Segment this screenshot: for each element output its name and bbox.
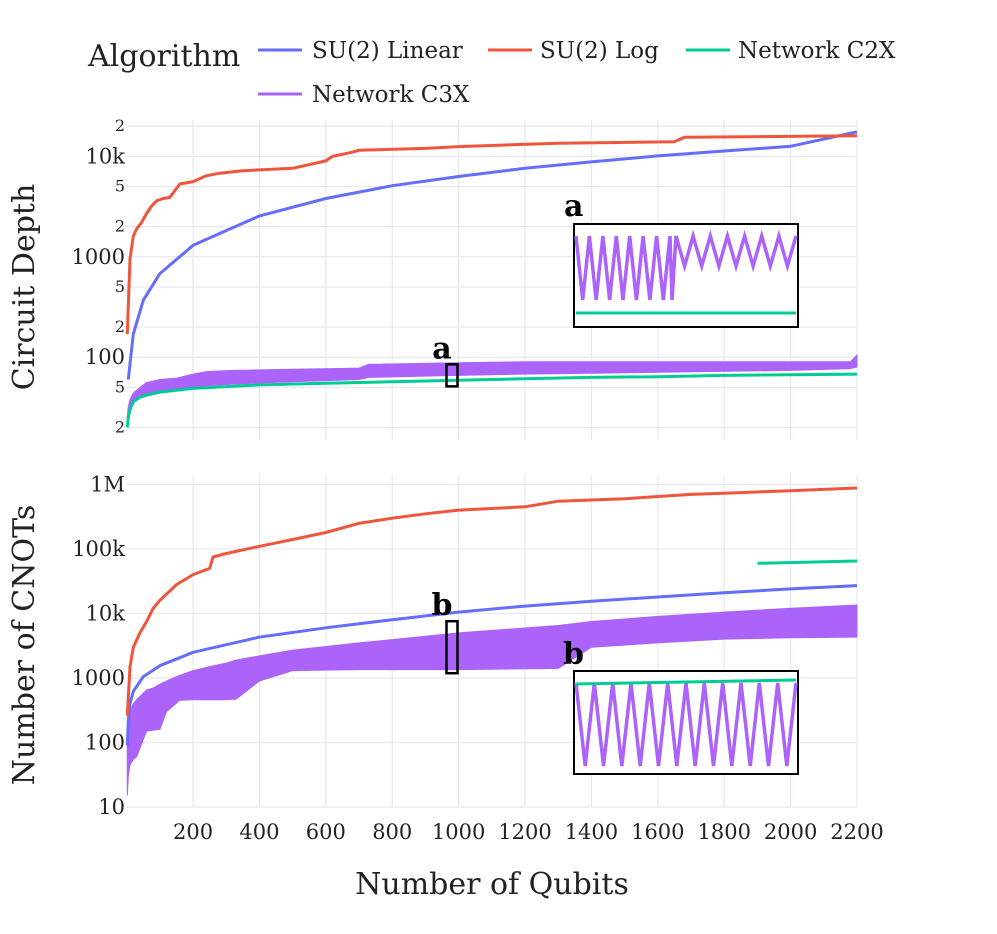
x-tick-label-1800: 1800 [697,820,750,844]
inset-a-label: a [564,189,583,224]
depth-y-axis-title: Circuit Depth [7,184,42,391]
x-axis-title: Number of Qubits [355,867,629,902]
cnots-y-tick-label: 1M [90,472,125,496]
x-tick-label-1200: 1200 [498,820,551,844]
cnots-y-axis-title: Number of CNOTs [7,505,42,786]
depth-y-tick-label: 5 [115,377,125,396]
cnots-y-ticks: 10 100 1000 10k 100k 1M [72,472,126,819]
cnots-y-tick-label: 10k [86,601,126,625]
depth-y-tick-label: 10k [86,144,126,168]
depth-annotation-box [445,363,459,388]
depth-y-ticks: 2 5 100 2 5 1000 2 5 10k 2 [72,116,126,436]
cnots-y-tick-label: 100k [72,537,125,561]
legend: Algorithm SU(2) Linear SU(2) Log Network… [87,38,896,108]
inset-a-line-network-c3x [574,229,798,301]
x-tick-label-2200: 2200 [830,820,883,844]
x-tick-label-1600: 1600 [631,820,684,844]
depth-y-tick-label: 100 [85,345,125,369]
cnots-annotations: b [432,588,459,675]
cnots-annotation-label: b [432,588,453,623]
x-tick-label-400: 400 [239,820,279,844]
x-tick-label-1000: 1000 [432,820,485,844]
cnots-y-tick-label: 100 [85,730,125,754]
depth-y-tick-label: 1000 [72,245,125,269]
depth-series [125,130,858,428]
cnots-annotation-box [445,619,459,675]
depth-annotation-label: a [432,331,451,366]
inset-b-label: b [563,637,584,672]
cnots-y-tick-label: 1000 [72,666,125,690]
depth-line-network-c2x [125,372,858,428]
inset-b-series [574,678,798,767]
cnots-line-network-c2x [757,559,858,565]
depth-y-tick-label: 2 [115,317,125,336]
depth-line-su-2-log [125,134,858,335]
depth-y-tick-label: 5 [115,277,125,296]
x-tick-label-1400: 1400 [565,820,618,844]
cnots-line-su-2-linear [125,584,858,746]
cnots-plot: 10 100 1000 10k 100k 1M 200 400 600 800 1000 1200 1… [7,472,884,902]
depth-annotations: a [432,331,459,388]
inset-b: b [563,637,799,775]
cnots-y-tick-label: 10 [98,795,125,819]
x-tick-label-2000: 2000 [764,820,817,844]
legend-title: Algorithm [87,39,240,74]
depth-y-tick-label: 2 [115,116,125,135]
depth-band-network-c3x [126,353,858,428]
legend-label-su2-log: SU(2) Log [540,38,659,64]
cnots-x-ticks: 200 400 600 800 1000 1200 1400 1600 1800 2000 2200 [173,820,884,844]
legend-label-su2-linear: SU(2) Linear [312,38,463,64]
legend-label-network-c2x: Network C2X [738,38,896,64]
x-tick-label-200: 200 [173,820,213,844]
depth-y-tick-label: 5 [115,177,125,196]
cnots-line-su-2-log [125,486,858,716]
depth-y-tick-label: 2 [115,417,125,436]
depth-line-su-2-linear [126,130,858,380]
inset-a-series [574,229,798,315]
cnots-band-network-c3x [126,604,858,796]
depth-y-tick-label: 2 [115,217,125,236]
cnots-series [125,486,858,796]
legend-label-network-c3x: Network C3X [312,82,470,108]
x-tick-label-600: 600 [306,820,346,844]
inset-a: a [564,189,799,328]
x-tick-label-800: 800 [372,820,412,844]
inset-b-line-network-c2x [575,678,797,686]
